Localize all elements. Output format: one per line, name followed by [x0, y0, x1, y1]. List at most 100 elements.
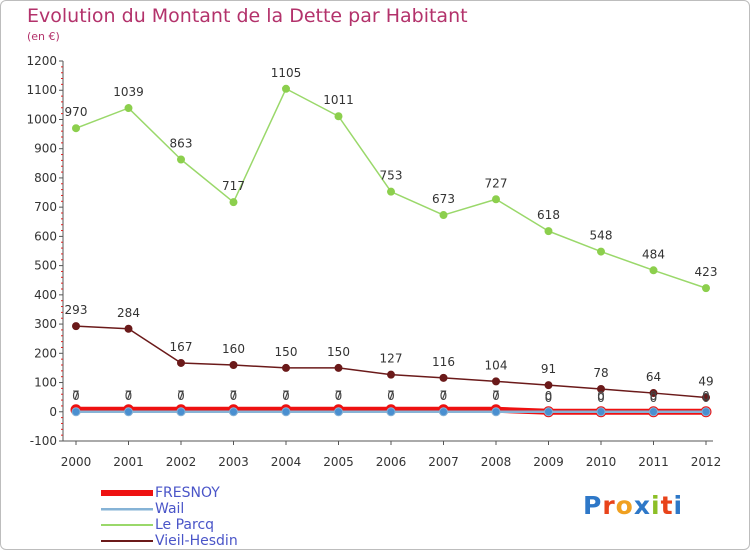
- logo-letter: P: [583, 491, 603, 520]
- data-point-le-parcq: [229, 198, 238, 207]
- logo-letter: r: [602, 491, 616, 520]
- data-label-wail: 0: [125, 389, 133, 403]
- data-label-le-parcq: 717: [222, 179, 245, 193]
- data-label-fresnoy: 7: [282, 389, 290, 403]
- data-label-wail: 0: [545, 389, 553, 403]
- data-label-vieil-hesdin: 150: [327, 345, 350, 359]
- data-point-vieil-hesdin: [597, 384, 605, 393]
- logo-letter: o: [615, 491, 634, 520]
- data-point-vieil-hesdin: [492, 377, 500, 386]
- x-tick-label: 2000: [61, 455, 92, 469]
- data-label-le-parcq: 1105: [271, 66, 302, 80]
- data-label-le-parcq: 863: [170, 137, 193, 151]
- data-label-vieil-hesdin: 104: [485, 358, 508, 372]
- data-label-wail: 0: [650, 389, 658, 403]
- logo-letter: i: [673, 491, 684, 520]
- data-label-fresnoy: 0: [650, 391, 658, 405]
- data-label-wail: 0: [177, 389, 185, 403]
- data-point-le-parcq: [282, 84, 290, 93]
- data-label-vieil-hesdin: 150: [275, 345, 298, 359]
- data-label-vieil-hesdin: 49: [698, 374, 713, 388]
- data-label-wail: 0: [335, 389, 343, 403]
- data-label-wail: 0: [282, 389, 290, 403]
- y-tick-label: 500: [34, 259, 57, 273]
- y-tick-label: 100: [34, 376, 57, 390]
- data-point-vieil-hesdin: [334, 363, 343, 372]
- chart-subtitle: (en €): [27, 30, 60, 43]
- data-point-wail: [439, 407, 448, 417]
- y-tick-label: 900: [34, 142, 57, 156]
- y-tick-label: 600: [34, 229, 57, 243]
- data-point-le-parcq: [702, 284, 710, 293]
- data-point-vieil-hesdin: [544, 381, 553, 390]
- y-tick-label: 0: [49, 405, 57, 419]
- data-label-fresnoy: 7: [440, 389, 448, 403]
- data-point-vieil-hesdin: [649, 389, 658, 398]
- y-tick-label: 1200: [26, 54, 57, 68]
- x-tick-label: 2007: [428, 455, 459, 469]
- data-point-wail: [124, 407, 133, 417]
- data-point-wail: [491, 407, 501, 417]
- legend-swatch-wail: [101, 508, 153, 511]
- y-tick-label: 200: [34, 346, 57, 360]
- y-tick-label: 1100: [26, 83, 57, 97]
- legend-swatch-vieil-hesdin: [101, 540, 153, 542]
- data-label-fresnoy: 0: [545, 391, 553, 405]
- data-label-fresnoy: 7: [387, 389, 395, 403]
- data-label-fresnoy: 7: [125, 389, 133, 403]
- data-label-fresnoy: 0: [702, 391, 710, 405]
- data-label-wail: 0: [230, 389, 238, 403]
- data-point-le-parcq: [387, 187, 395, 196]
- data-label-le-parcq: 484: [642, 247, 665, 261]
- legend: FRESNOY Wail Le Parcq Vieil-Hesdin: [101, 485, 238, 549]
- x-tick-label: 2009: [533, 455, 564, 469]
- data-point-wail: [544, 407, 553, 417]
- y-tick-label: 700: [34, 200, 57, 214]
- x-tick-label: 2004: [271, 455, 302, 469]
- data-point-vieil-hesdin: [177, 358, 185, 367]
- x-tick-label: 2012: [691, 455, 722, 469]
- data-point-wail: [334, 407, 343, 417]
- data-point-wail: [176, 407, 186, 417]
- chart-title: Evolution du Montant de la Dette par Hab…: [27, 5, 468, 27]
- data-label-vieil-hesdin: 78: [593, 366, 608, 380]
- y-tick-label: 400: [34, 288, 57, 302]
- data-label-wail: 0: [702, 389, 710, 403]
- legend-item-fresnoy: FRESNOY: [101, 485, 238, 501]
- logo-letter: t: [660, 491, 674, 520]
- legend-label-wail: Wail: [155, 501, 185, 517]
- legend-swatch-fresnoy: [101, 490, 153, 496]
- data-point-le-parcq: [334, 112, 343, 121]
- data-point-vieil-hesdin: [229, 361, 238, 369]
- data-label-wail: 0: [387, 389, 395, 403]
- data-label-le-parcq: 548: [590, 229, 613, 243]
- legend-label-vieil-hesdin: Vieil-Hesdin: [155, 533, 238, 549]
- data-label-le-parcq: 727: [485, 176, 508, 190]
- data-point-le-parcq: [492, 195, 500, 204]
- data-label-vieil-hesdin: 116: [432, 355, 455, 369]
- y-tick-label: 1000: [26, 112, 57, 126]
- data-label-le-parcq: 673: [432, 192, 455, 206]
- data-label-fresnoy: 0: [597, 391, 605, 405]
- data-label-le-parcq: 1011: [323, 93, 354, 107]
- data-label-fresnoy: 7: [230, 389, 238, 403]
- data-label-wail: 0: [440, 389, 448, 403]
- x-tick-label: 2003: [218, 455, 249, 469]
- legend-item-wail: Wail: [101, 501, 238, 517]
- data-label-fresnoy: 7: [335, 389, 343, 403]
- x-tick-label: 2011: [638, 455, 669, 469]
- legend-item-le-parcq: Le Parcq: [101, 517, 238, 533]
- data-point-le-parcq: [124, 104, 133, 113]
- data-point-wail: [649, 407, 658, 417]
- data-point-le-parcq: [177, 155, 185, 164]
- data-label-vieil-hesdin: 127: [380, 352, 403, 366]
- x-tick-label: 2006: [376, 455, 407, 469]
- data-label-wail: 0: [597, 389, 605, 403]
- data-label-vieil-hesdin: 167: [170, 340, 193, 354]
- data-label-fresnoy: 7: [492, 389, 500, 403]
- data-label-wail: 0: [492, 389, 500, 403]
- data-point-vieil-hesdin: [439, 373, 448, 382]
- data-point-wail: [596, 407, 606, 417]
